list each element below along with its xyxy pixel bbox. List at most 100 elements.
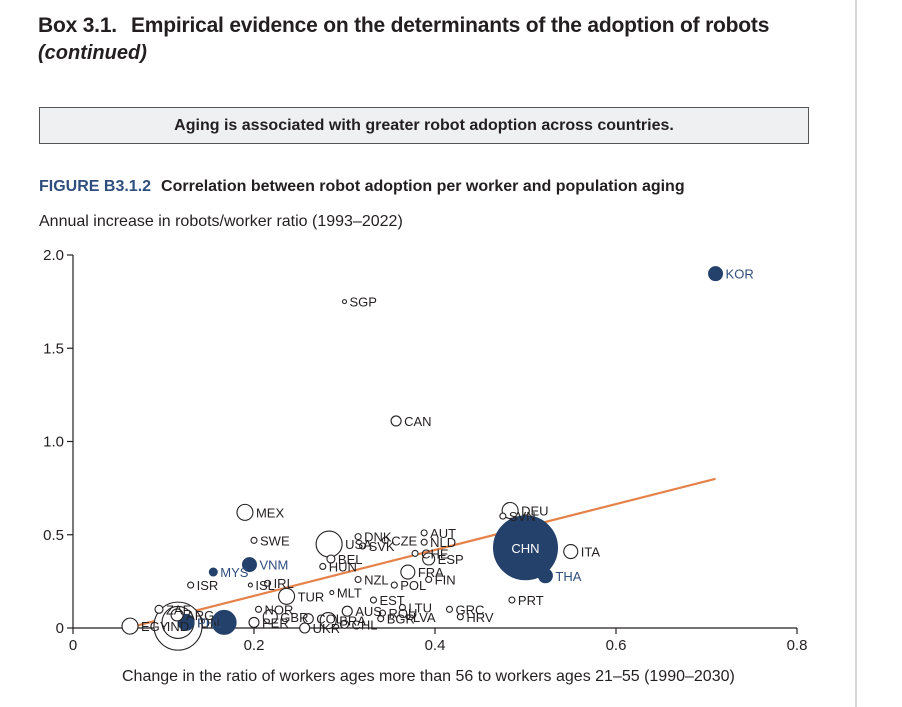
point-lva [405, 614, 411, 620]
y-tick-label: 1.0 [43, 434, 64, 451]
point-label-bra: BRA [339, 614, 366, 629]
point-mlt [329, 590, 335, 596]
point-chl [339, 619, 350, 629]
point-label-grc: GRC [455, 602, 484, 617]
point-che [411, 549, 419, 557]
point-label-egy: EGY [141, 619, 169, 634]
point-gbr [262, 609, 278, 625]
point-mys [208, 567, 218, 577]
point-fin [425, 575, 433, 584]
box-number: Box 3.1. [38, 14, 117, 37]
point-col [302, 613, 314, 625]
point-swe [250, 536, 258, 544]
y-tick-label: 1.5 [43, 340, 64, 357]
point-label-tur: TUR [298, 589, 325, 604]
point-ltu [398, 603, 406, 612]
point-aut [420, 529, 428, 537]
box-title: Empirical evidence on the determinants o… [130, 14, 770, 37]
point-dnk [354, 533, 362, 541]
point-label-idn: IDN [197, 615, 219, 630]
point-label-can: CAN [404, 414, 431, 429]
point-label-ind: IND [167, 619, 189, 634]
point-label-prt: PRT [518, 593, 544, 608]
point-label-hrv: HRV [466, 610, 494, 625]
point-irl [264, 579, 272, 587]
point-label-isl: ISL [255, 578, 275, 593]
point-nor [254, 605, 263, 613]
point-label-isr: ISR [197, 578, 219, 593]
point-label-svk: SVK [369, 539, 395, 554]
point-hrv [456, 613, 464, 621]
point-hun [319, 562, 327, 571]
point-ita [563, 543, 579, 560]
point-label-nzl: NZL [364, 573, 389, 588]
point-label-ita: ITA [581, 545, 601, 560]
point-cze [381, 536, 389, 544]
point-nld [420, 538, 428, 546]
point-chn [493, 515, 558, 581]
point-label-kor: KOR [726, 267, 754, 282]
point-est [369, 596, 378, 604]
point-label-gbr: GBR [280, 610, 308, 625]
point-label-usa: USA [345, 537, 372, 552]
point-label-nld: NLD [430, 535, 456, 550]
x-tick-label: 0.8 [787, 637, 808, 654]
point-label-nor: NOR [265, 602, 294, 617]
point-bra [319, 611, 337, 630]
point-nzl [354, 575, 362, 584]
point-label-cze: CZE [391, 533, 417, 548]
point-svk [359, 542, 367, 550]
point-isl [247, 582, 253, 588]
y-axis-label: Annual increase in robots/worker ratio (… [39, 213, 403, 230]
box-subtitle: (continued) [38, 42, 147, 64]
point-label-aut: AUT [430, 526, 456, 541]
point-label-esp: ESP [438, 552, 464, 567]
point-per [248, 616, 260, 628]
point-grc [445, 605, 454, 613]
point-label-dnk: DNK [364, 530, 392, 545]
point-label-svn: SVN [509, 509, 536, 524]
point-label-aus: AUS [355, 604, 382, 619]
point-label-sgp: SGP [350, 295, 377, 310]
point-label-chl: CHL [352, 617, 378, 632]
point-label-ukr: UKR [313, 621, 340, 636]
point-isr [187, 581, 195, 589]
y-tick-label: 0.5 [43, 527, 64, 544]
point-label-rou: ROU [389, 606, 418, 621]
point-label-mlt: MLT [337, 586, 362, 601]
y-tick-label: 2.0 [43, 247, 64, 264]
point-label-swe: SWE [260, 533, 290, 548]
point-sgp [341, 299, 348, 305]
point-label-hun: HUN [329, 559, 357, 574]
page-right-rule [855, 0, 857, 707]
point-unlabeled [211, 609, 237, 635]
point-label-arg: ARG [186, 608, 214, 623]
point-egy [121, 617, 139, 635]
point-label-mex: MEX [256, 505, 285, 520]
point-arg [170, 608, 184, 622]
point-ukr [299, 622, 311, 634]
point-label-deu: DEU [521, 504, 548, 519]
point-label-bel: BEL [338, 552, 363, 567]
point-label-mys: MYS [220, 565, 249, 580]
figure-caption: Correlation between robot adoption per w… [161, 178, 685, 195]
point-label-col: COL [316, 612, 343, 627]
point-label-ltu: LTU [408, 600, 432, 615]
point-svn [499, 512, 507, 520]
point-can [390, 415, 402, 427]
point-label-lva: LVA [413, 610, 436, 625]
point-label-per: PER [262, 615, 289, 630]
point-label-chn: CHN [511, 541, 539, 556]
trend-line [127, 477, 716, 630]
x-tick-label: 0.6 [606, 637, 627, 654]
point-label-fra: FRA [418, 565, 444, 580]
point-vnm [241, 557, 257, 573]
point-label-tha: THA [555, 569, 581, 584]
point-zaf [154, 604, 164, 614]
figure-title: FIGURE B3.1.2 Correlation between robot a… [39, 178, 685, 196]
y-tick-label: 0 [56, 620, 64, 637]
point-bel [326, 554, 336, 564]
box-heading: Box 3.1. Empirical evidence on the determ… [38, 14, 769, 38]
point-mex [236, 503, 254, 521]
